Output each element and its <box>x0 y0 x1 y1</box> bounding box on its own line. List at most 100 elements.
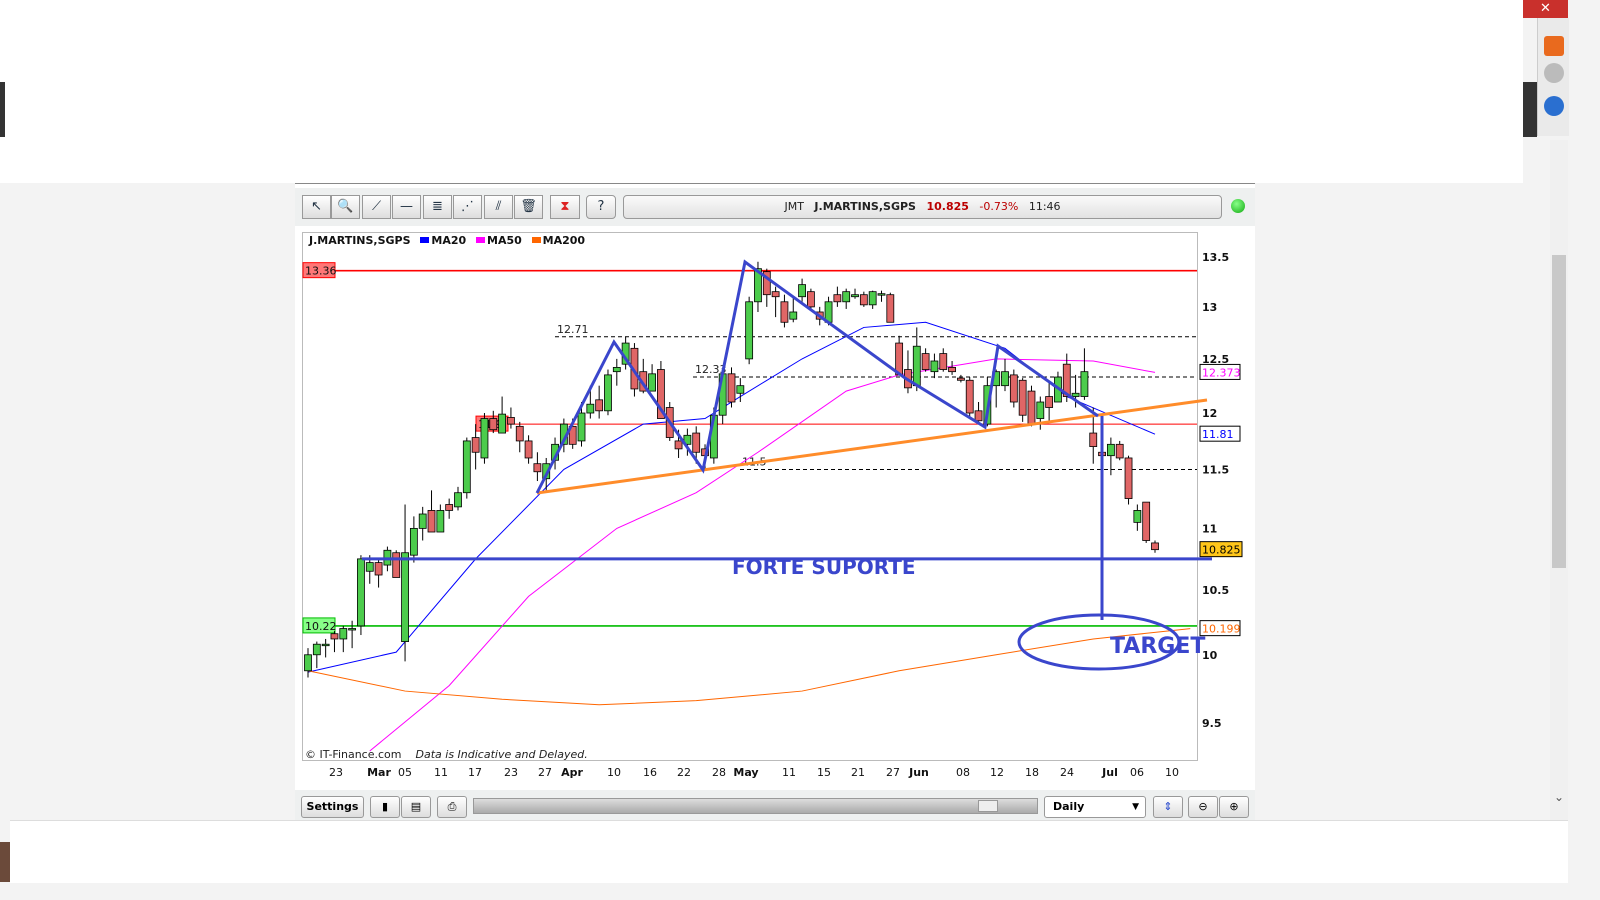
legend-ma200: MA200 <box>542 234 586 247</box>
candle <box>1080 371 1089 397</box>
candle <box>974 410 983 422</box>
quote-bar: JMT J.MARTINS,SGPS 10.825 -0.73% 11:46 <box>623 195 1222 219</box>
candle <box>612 366 621 373</box>
trash-icon[interactable]: 🗑 <box>514 195 543 219</box>
candle <box>798 284 806 298</box>
window-edge <box>1523 82 1537 137</box>
period-select[interactable]: Daily ▼ <box>1044 796 1146 818</box>
fibonacci-icon[interactable]: ⋰ <box>453 195 482 219</box>
candle <box>365 562 374 572</box>
candle <box>851 294 859 298</box>
candle <box>771 291 780 298</box>
candle <box>489 418 498 431</box>
legend-title: J.MARTINS,SGPS <box>309 234 411 247</box>
settings-button[interactable]: Settings <box>301 796 364 818</box>
quote-symbol: JMT <box>784 200 804 213</box>
x-tick-label: May <box>733 766 758 779</box>
x-tick-label: 27 <box>538 766 552 779</box>
y-tick-label: 11 <box>1202 522 1217 535</box>
chart-footnote: © IT-Finance.com Data is Indicative and … <box>305 748 588 761</box>
y-tick-label: 10 <box>1202 649 1218 662</box>
candle <box>1062 363 1071 397</box>
auto-scale-icon[interactable]: ⇕ <box>1153 796 1183 818</box>
page-scrollbar-thumb[interactable] <box>1552 255 1566 568</box>
candle <box>930 360 939 373</box>
candle <box>312 643 321 656</box>
trend-line-icon[interactable]: ⟋ <box>362 195 391 219</box>
x-tick-label: 21 <box>851 766 865 779</box>
last-price-box <box>1199 541 1243 558</box>
candle <box>454 492 462 508</box>
legend-swatch-ma20 <box>420 237 430 243</box>
save-icon[interactable]: ▤ <box>401 796 431 818</box>
window-icon[interactable] <box>1544 96 1564 116</box>
ma-value-ma200: 10.199 <box>1202 623 1241 636</box>
indicator-icon[interactable]: ≣ <box>423 195 452 219</box>
quote-price: 10.825 <box>926 200 969 213</box>
legend-swatch-ma200 <box>531 237 541 243</box>
y-tick-label: 11.5 <box>1202 463 1229 476</box>
chevron-down-icon[interactable]: ⌄ <box>1553 790 1565 804</box>
candle <box>471 437 480 453</box>
legend-ma50: MA50 <box>487 234 522 247</box>
help-icon[interactable]: ? <box>586 195 616 219</box>
browser-top-area <box>0 0 1523 183</box>
print-icon[interactable]: ⎙ <box>437 796 467 818</box>
horizontal-line-icon[interactable]: — <box>392 195 421 219</box>
candle <box>1124 457 1133 499</box>
ma-value-ma50: 12.373 <box>1202 366 1241 379</box>
candle <box>568 425 577 445</box>
x-tick-label: Apr <box>561 766 583 779</box>
candle <box>374 562 383 576</box>
y-tick-label: 13.5 <box>1202 251 1229 264</box>
candle <box>1106 443 1115 457</box>
x-tick-label: 10 <box>1165 766 1179 779</box>
period-value: Daily <box>1053 800 1085 813</box>
pattern-zigzag <box>535 259 1099 494</box>
candle <box>1151 542 1159 551</box>
legend-swatch-ma50 <box>476 237 486 243</box>
zoom-in-icon[interactable]: 🔍 <box>331 195 360 219</box>
candle <box>754 268 762 303</box>
candle <box>1018 379 1027 416</box>
candle <box>683 434 692 445</box>
x-tick-label: 28 <box>712 766 726 779</box>
time-scrollbar-thumb[interactable] <box>978 800 998 812</box>
time-scrollbar[interactable] <box>473 798 1038 814</box>
x-tick-label: 24 <box>1060 766 1074 779</box>
browser-side-panel <box>1537 18 1569 136</box>
candle <box>877 293 886 296</box>
candle <box>727 373 736 403</box>
quote-name: J.MARTINS,SGPS <box>814 200 916 213</box>
candle <box>807 291 815 308</box>
x-tick-label: 11 <box>782 766 796 779</box>
candle <box>401 552 409 642</box>
x-tick-label: 10 <box>607 766 621 779</box>
pointer-icon[interactable]: ↖ <box>302 195 331 219</box>
close-icon[interactable]: ✕ <box>1523 0 1568 18</box>
support-trendline <box>536 398 1208 495</box>
candle <box>939 353 948 370</box>
candle <box>1071 392 1080 397</box>
zoom-in-icon[interactable]: ⊕ <box>1219 796 1249 818</box>
x-tick-label: 22 <box>677 766 691 779</box>
zoom-out-icon[interactable]: ⊖ <box>1188 796 1218 818</box>
candle <box>357 558 365 627</box>
chart-type-icon[interactable]: ⧗ <box>550 195 580 219</box>
parallel-lines-icon[interactable]: ⫽ <box>484 195 513 219</box>
candle <box>789 311 798 320</box>
candle <box>1115 443 1124 459</box>
candle <box>348 628 357 631</box>
candle <box>524 440 533 459</box>
candle <box>921 353 930 370</box>
x-tick-label: 15 <box>817 766 831 779</box>
candle <box>498 413 507 434</box>
candle <box>657 369 665 419</box>
back-icon[interactable] <box>1544 36 1564 56</box>
microphone-icon[interactable] <box>1544 63 1564 83</box>
status-indicator <box>1231 199 1245 213</box>
candle <box>604 374 612 412</box>
candlestick-icon[interactable]: ▮ <box>370 796 400 818</box>
y-tick-label: 10.5 <box>1202 584 1229 597</box>
target-label: TARGET <box>1110 634 1205 659</box>
